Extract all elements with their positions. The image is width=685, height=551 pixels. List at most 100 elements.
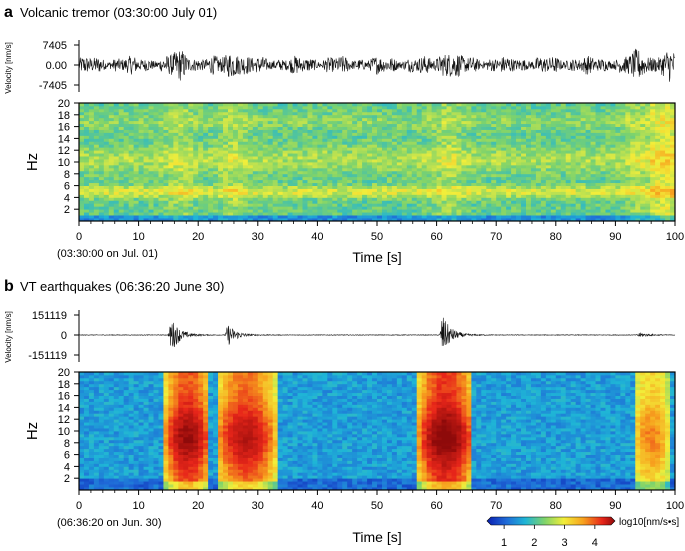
spectrogram-cell [451,218,457,222]
spectrogram-cell [655,123,661,127]
spectrogram-cell [83,386,90,391]
spectrogram-cell [337,162,343,166]
spectrogram-cell [287,147,293,151]
spectrogram-cell [550,209,557,213]
spectrogram-cell [565,176,572,181]
spectrogram-cell [590,209,596,213]
spectrogram-cell [79,457,85,461]
spectrogram-cell [88,209,95,213]
spectrogram-cell [461,194,467,198]
spectrogram-cell [272,197,279,201]
spectrogram-cell [670,120,676,125]
spectrogram-cell [401,135,408,139]
spectrogram-cell [560,197,567,201]
spectrogram-cell [655,108,661,113]
spectrogram-cell [153,215,159,219]
spectrogram-cell [521,218,527,222]
spectrogram-cell [441,150,447,154]
spectrogram-cell [426,162,433,166]
spectrogram-cell [476,141,482,145]
y-tick-label: 20 [58,98,70,110]
spectrogram-cell [441,218,447,222]
spectrogram-cell [312,132,318,136]
spectrogram-cell [193,150,199,154]
spectrogram-cell [362,141,368,145]
spectrogram-cell [650,203,656,207]
spectrogram-cell [391,129,398,133]
spectrogram-cell [372,108,378,113]
spectrogram-cell [625,126,631,130]
spectrogram-cell [486,185,492,189]
spectrogram-cell [600,153,606,157]
spectrogram-cell [133,103,139,107]
spectrogram-cell [252,170,259,175]
spectrogram-cell [103,129,110,133]
spectrogram-cell [620,147,626,151]
spectrogram-cell [347,138,353,142]
spectrogram-cell [267,135,274,139]
spectrogram-cell [456,123,462,127]
spectrogram-cell [476,123,482,127]
spectrogram-cell [411,191,418,195]
spectrogram-cell [237,185,244,189]
spectrogram-cell [585,179,591,184]
spectrogram-cell [247,159,254,163]
spectrogram-cell [232,103,239,107]
spectrogram-cell [123,191,130,195]
spectrogram-cell [168,132,174,136]
spectrogram-cell [342,114,348,119]
spectrogram-cell [352,108,358,113]
spectrogram-cell [386,173,393,178]
spectrogram-cell [352,209,358,213]
spectrogram-cell [635,117,641,122]
spectrogram-cell [610,111,616,116]
spectrogram-cell [650,103,656,107]
spectrogram-cell [79,413,85,417]
spectrogram-cell [620,141,626,145]
spectrogram-cell [262,144,269,148]
spectrogram-cell [585,173,591,178]
spectrogram-cell [540,105,547,110]
spectrogram-cell [203,103,209,107]
spectrogram-cell [421,188,428,192]
spectrogram-cell [327,185,333,189]
panel-a-waveform-trace [78,48,676,82]
spectrogram-cell [506,200,512,204]
spectrogram-cell [128,185,135,189]
spectrogram-cell [148,218,154,222]
spectrogram-cell [153,132,159,136]
spectrogram-cell [635,120,641,125]
spectrogram-cell [476,135,482,139]
spectrogram-cell [79,206,85,210]
spectrogram-cell [327,103,333,107]
spectrogram-cell [143,218,149,222]
spectrogram-cell [411,123,418,127]
spectrogram-cell [277,144,284,148]
spectrogram-cell [168,162,174,166]
spectrogram-cell [83,487,90,491]
spectrogram-cell [262,191,269,195]
spectrogram-cell [337,203,343,207]
spectrogram-cell [208,203,214,207]
spectrogram-cell [560,179,567,184]
spectrogram-cell [317,194,323,198]
spectrogram-cell [585,197,591,201]
spectrogram-cell [203,144,209,148]
spectrogram-cell [347,141,353,145]
spectrogram-cell [322,170,328,175]
spectrogram-cell [600,173,606,178]
spectrogram-cell [481,159,487,163]
spectrogram-cell [83,401,90,405]
spectrogram-cell [630,120,636,125]
panel-b-spectrogram [79,372,676,491]
spectrogram-cell [322,194,328,198]
spectrogram-cell [93,215,100,219]
spectrogram-cell [88,173,95,178]
spectrogram-cell [605,179,611,184]
spectrogram-cell [535,209,542,213]
spectrogram-cell [218,129,224,133]
spectrogram-cell [650,197,656,201]
spectrogram-cell [565,159,572,163]
spectrogram-cell [511,153,517,157]
spectrogram-cell [362,194,368,198]
